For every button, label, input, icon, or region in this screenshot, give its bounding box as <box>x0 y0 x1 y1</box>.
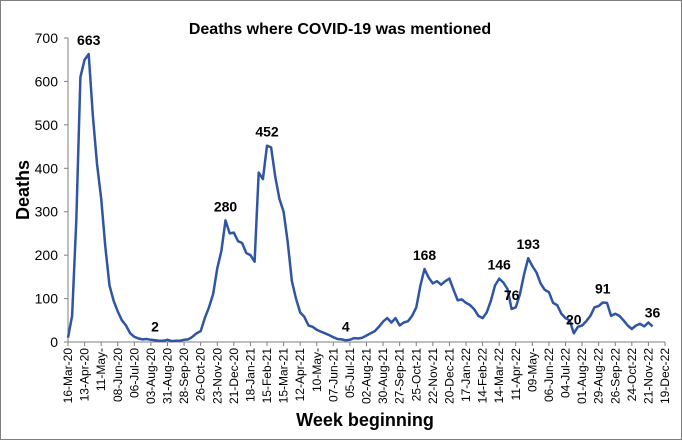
x-tick-label: 31-Aug-20 <box>161 348 175 404</box>
y-tick-label: 600 <box>35 73 59 89</box>
x-tick-label: 30-Aug-21 <box>376 348 390 404</box>
x-tick-label: 04-Jul-22 <box>559 348 573 398</box>
x-tick-label: 15-Feb-21 <box>260 348 274 404</box>
chart-title: Deaths where COVID-19 was mentioned <box>189 21 491 38</box>
y-ticks: 0 100 200 300 400 500 600 700 <box>35 30 68 350</box>
y-tick-label: 500 <box>35 117 59 133</box>
x-tick-label: 21-Dec-20 <box>227 348 241 404</box>
x-tick-label: 16-Mar-20 <box>61 348 75 404</box>
x-tick-label: 06-Jun-22 <box>542 348 556 402</box>
data-label: 36 <box>645 304 661 320</box>
y-tick-label: 100 <box>35 291 59 307</box>
x-tick-label: 11-May- <box>94 348 108 391</box>
data-label: 76 <box>504 287 520 303</box>
x-tick-label: 17-Jan-22 <box>459 348 473 402</box>
x-tick-label: 22-Nov-21 <box>426 348 440 404</box>
x-axis-label: Week beginning <box>296 410 434 430</box>
y-tick-label: 300 <box>35 204 59 220</box>
data-labels: 663 2 280 452 4 168 146 76 193 20 91 36 <box>77 32 661 334</box>
x-tick-label: 11-Apr-22 <box>509 348 523 401</box>
data-label: 168 <box>413 247 437 263</box>
x-tick-label: 05-Jul-21 <box>343 348 357 398</box>
x-tick-label: 07-Jun-21 <box>326 348 340 402</box>
data-label: 280 <box>214 198 238 214</box>
data-label: 20 <box>566 311 582 327</box>
x-tick-label: 13-Apr-20 <box>78 348 92 402</box>
data-label: 452 <box>255 124 279 140</box>
data-label: 4 <box>342 318 350 334</box>
x-tick-label: 25-Oct-21 <box>409 348 423 402</box>
x-tick-label: 26-Sep-22 <box>608 348 622 404</box>
y-axis-label: Deaths <box>13 160 33 220</box>
x-tick-label: 01-Aug-22 <box>575 348 589 404</box>
y-tick-label: 400 <box>35 160 59 176</box>
x-tick-label: 20-Dec-21 <box>442 348 456 404</box>
x-tick-label: 23-Nov-20 <box>210 348 224 404</box>
x-tick-label: 06-Jul-20 <box>127 348 141 398</box>
x-tick-label: 10-May- <box>310 348 324 392</box>
x-tick-label: 12-Apr-21 <box>293 348 307 402</box>
x-tick-label: 15-Mar-21 <box>277 348 291 404</box>
y-tick-label: 0 <box>50 334 58 350</box>
x-tick-label: 03-Aug-20 <box>144 348 158 404</box>
x-tick-label: 08-Jun-20 <box>111 348 125 402</box>
x-tick-label: 29-Aug-22 <box>592 348 606 404</box>
data-label: 146 <box>487 257 511 273</box>
series-group <box>66 52 654 343</box>
x-tick-label: 18-Jan-21 <box>243 348 257 402</box>
x-tick-label: 14-Mar-22 <box>492 348 506 404</box>
x-tick-label: 09-May- <box>525 348 539 392</box>
x-tick-label: 28-Sep-20 <box>177 348 191 404</box>
x-tick-label: 19-Dec-22 <box>658 348 672 404</box>
axes <box>67 38 665 343</box>
deaths-series-line <box>66 52 654 343</box>
x-tick-label: 14-Feb-22 <box>476 348 490 404</box>
x-tick-label: 27-Sep-21 <box>393 348 407 404</box>
data-label: 91 <box>595 280 611 296</box>
data-label: 193 <box>517 236 541 252</box>
x-ticks: 16-Mar-20 13-Apr-20 11-May- 08-Jun-20 06-Jul… <box>61 342 672 404</box>
x-tick-label: 21-Nov-22 <box>641 348 655 404</box>
y-tick-label: 700 <box>35 30 59 46</box>
data-label: 663 <box>77 32 101 48</box>
data-label: 2 <box>151 318 159 334</box>
y-tick-label: 200 <box>35 247 59 263</box>
x-tick-label: 24-Oct-22 <box>625 348 639 402</box>
x-tick-label: 02-Aug-21 <box>360 348 374 404</box>
x-tick-label: 26-Oct-20 <box>194 348 208 402</box>
